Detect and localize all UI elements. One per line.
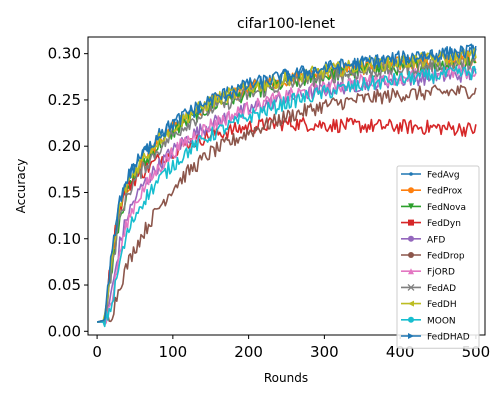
legend-marker (408, 219, 414, 226)
legend: FedAvg FedProx FedNova FedDyn AFD FedDrop FjOR… (396, 165, 480, 349)
legend-label: FedAvg (427, 171, 460, 181)
legend-marker (408, 316, 414, 323)
legend-item: FjORD (401, 268, 455, 278)
legend-marker (408, 235, 414, 242)
series-lines-layer (96, 43, 477, 328)
x-tick-label: 300 (310, 343, 339, 361)
legend-marker (408, 203, 414, 210)
y-tick-label: 0.30 (48, 45, 81, 63)
chart-title: cifar100-lenet (237, 16, 336, 32)
legend-box (396, 165, 480, 349)
y-axis-ticks: 0.00 0.05 0.10 0.15 0.20 0.25 0.30 (48, 45, 88, 340)
y-tick-label: 0.05 (48, 276, 81, 294)
legend-label: AFD (427, 235, 445, 245)
legend-label: FjORD (427, 268, 455, 278)
x-tick-label: 200 (234, 343, 263, 361)
legend-marker (409, 172, 413, 176)
legend-label: FedDH (427, 300, 457, 310)
legend-label: MOON (427, 316, 456, 326)
legend-label: FedDyn (427, 219, 461, 229)
legend-marker (407, 283, 415, 291)
legend-label: FedDHAD (427, 333, 470, 343)
legend-marker (408, 268, 414, 275)
legend-marker (408, 333, 414, 339)
plot-frame (87, 36, 486, 336)
legend-marker (408, 252, 414, 258)
legend-item: FedAD (401, 284, 456, 294)
legend-item: FedAvg (401, 171, 460, 181)
y-axis-label: Accuracy (14, 159, 28, 214)
legend-item: FedDyn (401, 219, 461, 229)
series-line-feddrop (97, 84, 477, 323)
legend-item: FedProx (401, 187, 463, 197)
legend-item: FedNova (401, 203, 466, 213)
y-tick-label: 0.15 (48, 183, 81, 201)
y-tick-label: 0.20 (48, 137, 81, 155)
legend-marker (408, 187, 414, 194)
legend-item: FedDrop (401, 252, 465, 262)
legend-label: FedNova (427, 203, 466, 213)
x-tick-label: 100 (159, 343, 188, 361)
legend-item: FedDH (401, 300, 457, 310)
legend-label: FedAD (427, 284, 456, 294)
y-tick-label: 0.10 (48, 230, 81, 248)
legend-marker (408, 300, 414, 307)
legend-item: FedDHAD (401, 333, 470, 343)
legend-label: FedProx (427, 187, 463, 197)
legend-item: AFD (401, 235, 445, 245)
x-tick-label: 0 (92, 343, 102, 361)
y-tick-label: 0.00 (48, 322, 81, 340)
legend-label: FedDrop (427, 252, 465, 262)
series-line-moon (97, 65, 477, 328)
series-line-feddhad (96, 43, 477, 323)
y-tick-label: 0.25 (48, 91, 81, 109)
legend-item: MOON (401, 316, 456, 326)
x-axis-label: Rounds (264, 371, 308, 385)
series-line-feddh (96, 48, 477, 323)
